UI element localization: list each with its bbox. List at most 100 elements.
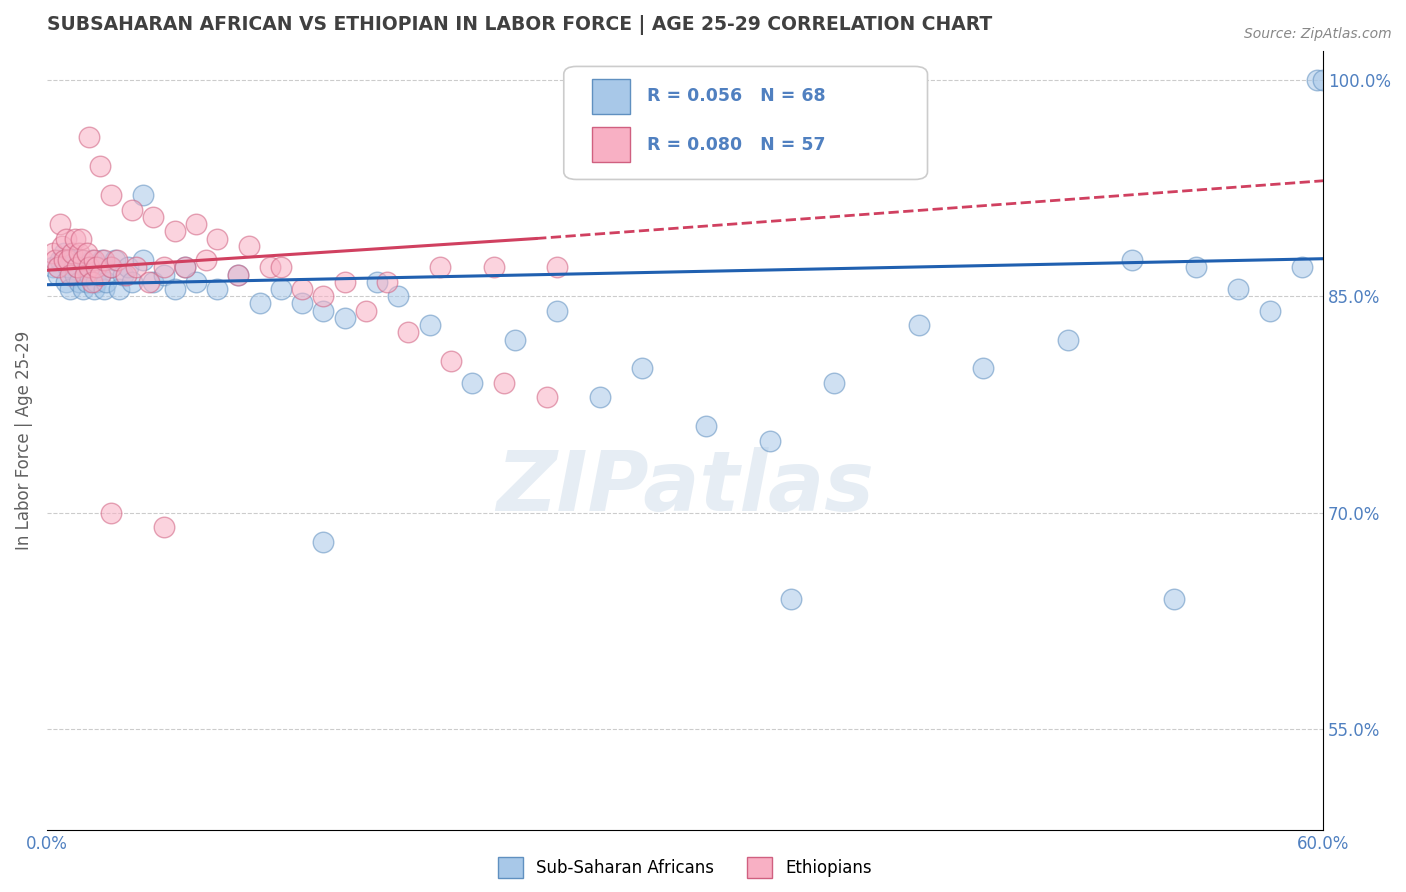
Point <box>56 260 79 275</box>
Point <box>131 188 153 202</box>
Point <box>333 275 356 289</box>
Point <box>42 246 65 260</box>
Point <box>72 253 94 268</box>
Point <box>631 361 654 376</box>
Point <box>46 268 69 282</box>
Point <box>66 260 89 275</box>
Point <box>1306 72 1329 87</box>
Point <box>67 275 90 289</box>
Point <box>52 246 75 260</box>
Point <box>108 282 131 296</box>
Point <box>93 253 115 268</box>
Y-axis label: In Labor Force | Age 25-29: In Labor Force | Age 25-29 <box>15 331 32 550</box>
Point <box>398 326 420 340</box>
Point <box>270 260 292 275</box>
Point <box>46 260 69 275</box>
Point <box>63 231 86 245</box>
Point <box>780 592 803 607</box>
Text: SUBSAHARAN AFRICAN VS ETHIOPIAN IN LABOR FORCE | AGE 25-29 CORRELATION CHART: SUBSAHARAN AFRICAN VS ETHIOPIAN IN LABOR… <box>46 15 993 35</box>
Point <box>48 217 70 231</box>
Point <box>312 534 335 549</box>
Point <box>121 202 143 217</box>
Point <box>59 268 82 282</box>
Point <box>546 260 568 275</box>
Point <box>112 268 135 282</box>
Point <box>461 376 484 390</box>
Point <box>291 296 314 310</box>
Point <box>1057 333 1080 347</box>
Point <box>72 282 94 296</box>
Point <box>121 275 143 289</box>
Point <box>1258 303 1281 318</box>
Point <box>366 275 388 289</box>
Point <box>114 268 136 282</box>
Text: Source: ZipAtlas.com: Source: ZipAtlas.com <box>1244 27 1392 41</box>
Point <box>87 260 110 275</box>
Point <box>174 260 197 275</box>
Point <box>76 275 98 289</box>
Point <box>195 253 218 268</box>
Point <box>1291 260 1313 275</box>
Point <box>972 361 994 376</box>
Point <box>1163 592 1185 607</box>
Point <box>56 253 79 268</box>
Point <box>84 260 107 275</box>
Point <box>93 282 115 296</box>
Point <box>333 310 356 325</box>
Point <box>546 303 568 318</box>
Point <box>84 275 107 289</box>
Point <box>387 289 409 303</box>
Point <box>695 419 717 434</box>
Point <box>1121 253 1143 268</box>
Point <box>104 253 127 268</box>
Legend: Sub-Saharan Africans, Ethiopians: Sub-Saharan Africans, Ethiopians <box>491 851 879 884</box>
Point <box>1184 260 1206 275</box>
Point <box>83 253 105 268</box>
Point <box>70 253 93 268</box>
Point <box>238 238 260 252</box>
Point <box>89 268 111 282</box>
Point <box>536 390 558 404</box>
Point <box>184 275 207 289</box>
Text: ZIPatlas: ZIPatlas <box>496 447 875 528</box>
Point <box>142 210 165 224</box>
Point <box>375 275 398 289</box>
Point <box>259 260 281 275</box>
Text: R = 0.080   N = 57: R = 0.080 N = 57 <box>647 136 825 154</box>
FancyBboxPatch shape <box>564 66 928 179</box>
Point <box>100 260 122 275</box>
Point <box>153 520 176 534</box>
Point <box>63 268 86 282</box>
Point <box>440 354 463 368</box>
Point <box>62 253 84 268</box>
FancyBboxPatch shape <box>592 128 630 162</box>
Point <box>482 260 505 275</box>
Point <box>42 260 65 275</box>
Point <box>125 260 148 275</box>
Point <box>48 253 70 268</box>
Point <box>205 282 228 296</box>
Point <box>100 188 122 202</box>
Point <box>1227 282 1250 296</box>
Point <box>55 231 77 245</box>
Point <box>79 268 101 282</box>
Point <box>44 253 66 268</box>
Point <box>153 260 176 275</box>
Point <box>1312 72 1334 87</box>
Point <box>66 260 89 275</box>
Point <box>494 376 516 390</box>
Point <box>503 333 526 347</box>
Point <box>174 260 197 275</box>
Point <box>100 506 122 520</box>
Point <box>228 268 250 282</box>
Point <box>823 376 845 390</box>
Point <box>419 318 441 332</box>
Point <box>312 289 335 303</box>
Point <box>89 159 111 173</box>
Point <box>89 268 111 282</box>
Point <box>51 238 73 252</box>
Point <box>91 253 114 268</box>
Point <box>270 282 292 296</box>
Point <box>163 224 186 238</box>
Point <box>184 217 207 231</box>
